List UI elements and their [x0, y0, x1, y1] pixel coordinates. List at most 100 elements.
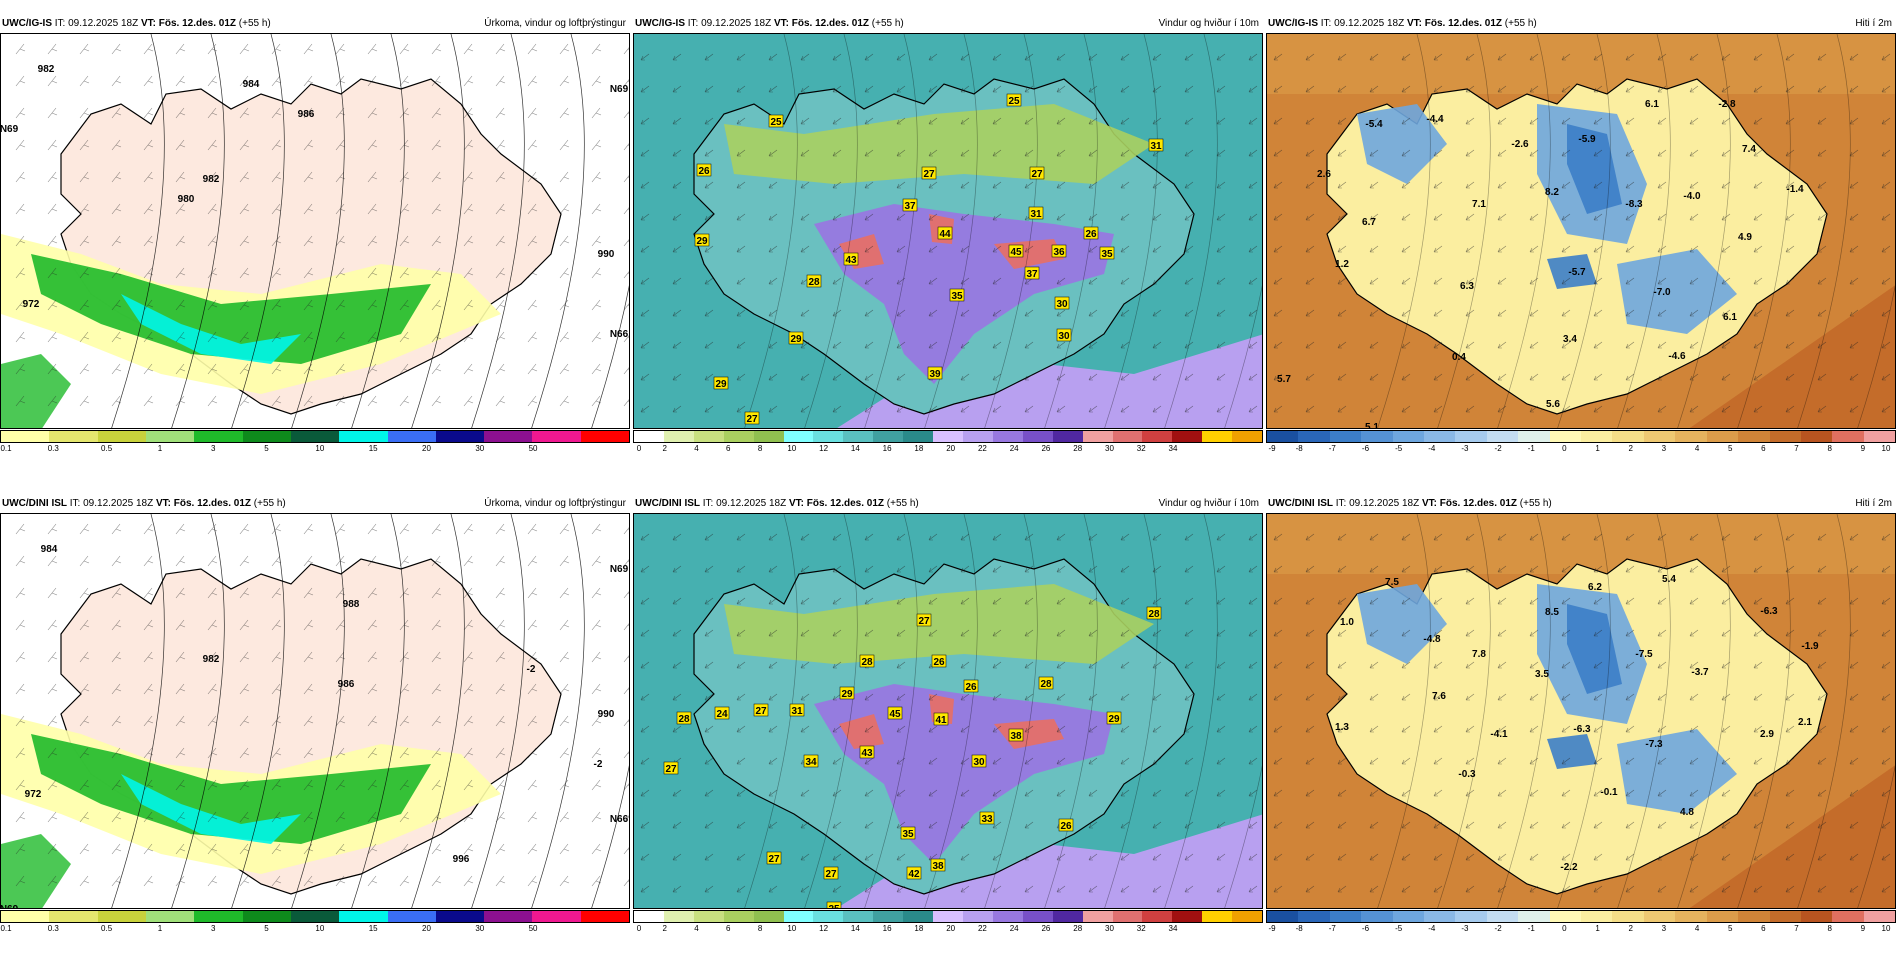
- map-value-text: 7.1: [1472, 199, 1486, 210]
- colorbar-swatch: [484, 911, 533, 922]
- colorbar-swatch: [962, 911, 993, 922]
- map-value-label: 30: [971, 754, 987, 768]
- iceland-landmass: [1326, 558, 1828, 895]
- it-label: IT:: [702, 498, 714, 509]
- map-value-text: 5.7: [1277, 374, 1291, 385]
- colorbar-swatch: [1052, 911, 1083, 922]
- map-value-label: 6.1: [1723, 312, 1737, 323]
- valid-time: VT: Fös. 12.des. 01Z: [1406, 18, 1503, 29]
- map-value-label: 37: [902, 198, 918, 212]
- colorbar-swatch: [1022, 911, 1053, 922]
- colorbar-tick-label: 1: [157, 444, 163, 453]
- map-value-label: 7.6: [1432, 691, 1446, 702]
- colorbar-tick-label: 22: [977, 444, 987, 453]
- map-value-label: 5.1: [1365, 422, 1379, 428]
- colorbar-swatch: [992, 911, 1023, 922]
- colorbar-tick-label: 8: [757, 924, 763, 933]
- colorbar-tick-label: 10: [315, 924, 325, 933]
- map-value-label: 26: [696, 163, 712, 177]
- map-value-label: 45: [1008, 244, 1024, 258]
- map-value-text: 34: [805, 757, 817, 768]
- weather-map: 7.5 5.4 6.2 1.0 8.5 -6.3 -4.8 7.8 -7.5 3.5 -3.7 -1.…: [1266, 513, 1896, 909]
- lead-time: (+55 h): [253, 498, 286, 509]
- map-value-text: 980: [178, 194, 195, 205]
- map-value-text: 29: [715, 379, 727, 390]
- map-value-text: 26: [933, 657, 945, 668]
- map-value-label: 8.5: [1545, 607, 1559, 618]
- colorbar: [1266, 910, 1896, 923]
- map-value-text: 988: [343, 599, 360, 610]
- map-value-text: 982: [203, 654, 220, 665]
- map-value-text: 27: [923, 169, 935, 180]
- map-value-label: 25: [826, 901, 842, 908]
- weather-map: 982 984 986 982 980 972 990 N69 N66 N69: [0, 33, 630, 429]
- it-label: IT:: [1320, 18, 1332, 29]
- map-value-text: 45: [889, 709, 901, 720]
- colorbar-tick-label: 4: [1694, 924, 1700, 933]
- colorbar-tick-label: -3: [1461, 924, 1469, 933]
- map-value-text: 972: [23, 299, 40, 310]
- valid-time: VT: Fös. 12.des. 01Z: [1421, 498, 1518, 509]
- colorbar-tick-label: 6: [1761, 444, 1766, 453]
- model-name: UWC/DINI ISL: [2, 498, 67, 509]
- map-value-text: 4.8: [1680, 807, 1694, 818]
- colorbar-tick-label: 26: [1041, 924, 1051, 933]
- map-value-label: -5.7: [1568, 267, 1586, 278]
- weather-map: 27 28 28 26 29 26 28 28 24 27 31 45 41 29 38 43 34 27 30 33…: [633, 513, 1263, 909]
- map-value-text: 972: [25, 789, 42, 800]
- colorbar-tick-label: 0: [636, 444, 642, 453]
- colorbar-swatch: [992, 431, 1023, 442]
- colorbar-swatch: [723, 431, 754, 442]
- colorbar-tick-label: 32: [1136, 924, 1146, 933]
- map-value-label: 5.6: [1546, 399, 1560, 410]
- map-value-label: -4.8: [1423, 634, 1441, 645]
- colorbar-tick-label: -8: [1295, 924, 1303, 933]
- map-value-label: 28: [676, 711, 692, 725]
- map-value-text: -4.8: [1423, 634, 1441, 645]
- lead-time: (+55 h): [886, 498, 919, 509]
- colorbar-swatch: [1232, 911, 1263, 922]
- colorbar-swatch: [1800, 431, 1833, 442]
- colorbar-tick-label: 0.1: [0, 924, 12, 933]
- map-value-label: -4.1: [1490, 729, 1508, 740]
- map-value-label: 7.8: [1472, 649, 1486, 660]
- colorbar-tick-label: -6: [1361, 444, 1370, 453]
- map-value-text: -5.7: [1568, 267, 1586, 278]
- map-value-text: -4.0: [1683, 191, 1701, 202]
- map-value-label: 4.9: [1738, 232, 1752, 243]
- valid-time: VT: Fös. 12.des. 01Z: [788, 498, 885, 509]
- map-value-label: 7.1: [1472, 199, 1486, 210]
- map-value-label: 26: [1083, 226, 1099, 240]
- it-label: IT:: [54, 18, 66, 29]
- map-value-label: 28: [1146, 606, 1162, 620]
- colorbar-tick-label: 16: [882, 924, 892, 933]
- colorbar-swatch: [1392, 431, 1425, 442]
- map-value-label: -1.4: [1786, 184, 1804, 195]
- colorbar-tick-label: 2: [662, 924, 667, 933]
- map-value-label: 8.2: [1545, 187, 1559, 198]
- colorbar-tick-label: -5: [1395, 924, 1403, 933]
- map-value-label: -2: [594, 759, 603, 770]
- colorbar-swatch: [1863, 431, 1896, 442]
- colorbar-tick-label: 6: [726, 924, 731, 933]
- colorbar-tick-label: 9: [1860, 444, 1866, 453]
- lead-time: (+55 h): [1519, 498, 1552, 509]
- colorbar-swatch: [1112, 911, 1143, 922]
- map-value-label: 35: [949, 288, 965, 302]
- map-value-text: -2.8: [1718, 99, 1736, 110]
- map-value-text: 7.6: [1432, 691, 1446, 702]
- map-value-label: 988: [343, 599, 360, 610]
- colorbar-tick-label: 5: [1727, 444, 1733, 453]
- colorbar-tick-label: 8: [1827, 924, 1832, 933]
- map-value-text: 27: [746, 414, 758, 425]
- colorbar-tick-label: 0.3: [47, 924, 59, 933]
- map-value-label: -2.6: [1511, 139, 1529, 150]
- colorbar-swatch: [1082, 431, 1113, 442]
- map-value-text: 982: [203, 174, 220, 185]
- colorbar-tick-label: -7: [1328, 924, 1336, 933]
- map-value-text: 37: [904, 201, 916, 212]
- map-value-text: 27: [1031, 169, 1043, 180]
- colorbar-swatch: [387, 431, 436, 442]
- colorbar-swatch: [1392, 911, 1425, 922]
- colorbar-tick-label: 2: [1628, 444, 1633, 453]
